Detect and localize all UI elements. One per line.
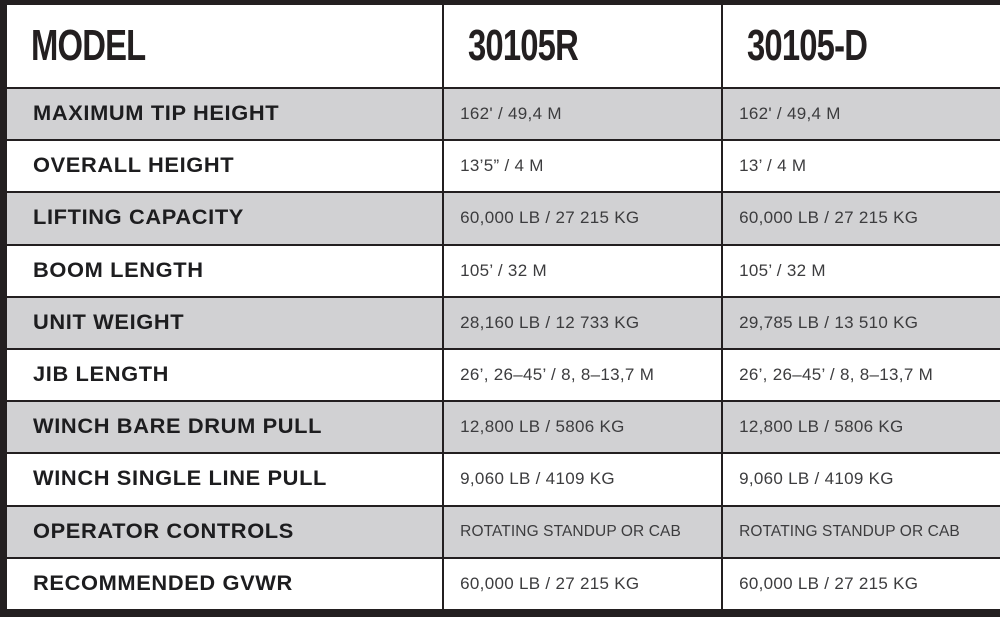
spec-label: BOOM LENGTH	[33, 258, 204, 282]
table-row-value-30105r: 26’, 26–45’ / 8, 8–13,7 M	[444, 350, 722, 401]
spec-label: WINCH SINGLE LINE PULL	[33, 467, 328, 491]
header-cell-30105d: 30105-D	[723, 5, 1000, 87]
spec-value: 105’ / 32 M	[739, 260, 826, 280]
spec-label: LIFTING CAPACITY	[33, 206, 244, 230]
table-row-label: RECOMMENDED GVWR	[7, 558, 443, 609]
table-row-value-30105r: 105’ / 32 M	[444, 245, 722, 296]
table-row-label: JIB LENGTH	[7, 350, 443, 401]
table-row-value-30105d: ROTATING STANDUP OR CAB	[723, 506, 1000, 557]
spec-label: RECOMMENDED GVWR	[33, 571, 293, 595]
table-row-value-30105d: 9,060 LB / 4109 KG	[723, 454, 1000, 505]
spec-value: 60,000 LB / 27 215 KG	[739, 208, 919, 228]
spec-label: JIB LENGTH	[33, 363, 170, 387]
table-row-value-30105r: 13’5” / 4 M	[444, 141, 722, 192]
table-row-value-30105r: 28,160 LB / 12 733 KG	[444, 297, 722, 348]
spec-value: 60,000 LB / 27 215 KG	[460, 573, 640, 593]
table-row-label: UNIT WEIGHT	[7, 297, 443, 348]
spec-value: ROTATING STANDUP OR CAB	[739, 522, 960, 540]
spec-value: 28,160 LB / 12 733 KG	[460, 312, 640, 332]
spec-value: 9,060 LB / 4109 KG	[739, 469, 894, 489]
spec-label: OVERALL HEIGHT	[33, 154, 235, 178]
spec-value: 12,800 LB / 5806 KG	[460, 417, 625, 437]
spec-value: 105’ / 32 M	[460, 260, 547, 280]
spec-label: OPERATOR CONTROLS	[33, 519, 294, 543]
spec-value: ROTATING STANDUP OR CAB	[460, 522, 681, 540]
table-row-value-30105d: 26’, 26–45’ / 8, 8–13,7 M	[723, 350, 1000, 401]
spec-value: 60,000 LB / 27 215 KG	[460, 208, 640, 228]
table-row-value-30105d: 60,000 LB / 27 215 KG	[723, 193, 1000, 244]
table-row-value-30105d: 12,800 LB / 5806 KG	[723, 402, 1000, 453]
table-row-value-30105r: 60,000 LB / 27 215 KG	[444, 193, 722, 244]
table-row-value-30105r: 162' / 49,4 M	[444, 89, 722, 140]
table-row-label: BOOM LENGTH	[7, 245, 443, 296]
spec-value: 60,000 LB / 27 215 KG	[739, 573, 919, 593]
table-row-value-30105r: 9,060 LB / 4109 KG	[444, 454, 722, 505]
table-row-label: OVERALL HEIGHT	[7, 141, 443, 192]
spec-value: 13’ / 4 M	[739, 156, 807, 176]
spec-value: 162' / 49,4 M	[460, 104, 562, 124]
header-cell-30105r: 30105R	[444, 5, 722, 87]
spec-value: 13’5” / 4 M	[460, 156, 544, 176]
table-row-label: LIFTING CAPACITY	[7, 193, 443, 244]
header-cell-model: MODEL	[7, 5, 443, 87]
model-30105r-header: 30105R	[468, 21, 579, 70]
table-row-label: WINCH SINGLE LINE PULL	[7, 454, 443, 505]
table-row-label: MAXIMUM TIP HEIGHT	[7, 89, 443, 140]
table-row-value-30105d: 162' / 49,4 M	[723, 89, 1000, 140]
table-row-label: OPERATOR CONTROLS	[7, 506, 443, 557]
table-row-value-30105r: ROTATING STANDUP OR CAB	[444, 506, 722, 557]
model-30105d-header: 30105-D	[747, 21, 868, 70]
spec-label: MAXIMUM TIP HEIGHT	[33, 102, 280, 126]
table-row-value-30105d: 60,000 LB / 27 215 KG	[723, 558, 1000, 609]
table-row-label: WINCH BARE DRUM PULL	[7, 402, 443, 453]
spec-value: 162' / 49,4 M	[739, 104, 841, 124]
table-row-value-30105d: 105’ / 32 M	[723, 245, 1000, 296]
spec-value: 9,060 LB / 4109 KG	[460, 469, 615, 489]
spec-label: WINCH BARE DRUM PULL	[33, 415, 323, 439]
spec-value: 26’, 26–45’ / 8, 8–13,7 M	[460, 365, 655, 385]
spec-label: UNIT WEIGHT	[33, 310, 185, 334]
table-row-value-30105d: 13’ / 4 M	[723, 141, 1000, 192]
model-column-header: MODEL	[31, 21, 146, 70]
spec-value: 12,800 LB / 5806 KG	[739, 417, 904, 437]
spec-value: 29,785 LB / 13 510 KG	[739, 312, 919, 332]
table-row-value-30105r: 60,000 LB / 27 215 KG	[444, 558, 722, 609]
table-row-value-30105d: 29,785 LB / 13 510 KG	[723, 297, 1000, 348]
table-row-value-30105r: 12,800 LB / 5806 KG	[444, 402, 722, 453]
spec-value: 26’, 26–45’ / 8, 8–13,7 M	[739, 365, 934, 385]
